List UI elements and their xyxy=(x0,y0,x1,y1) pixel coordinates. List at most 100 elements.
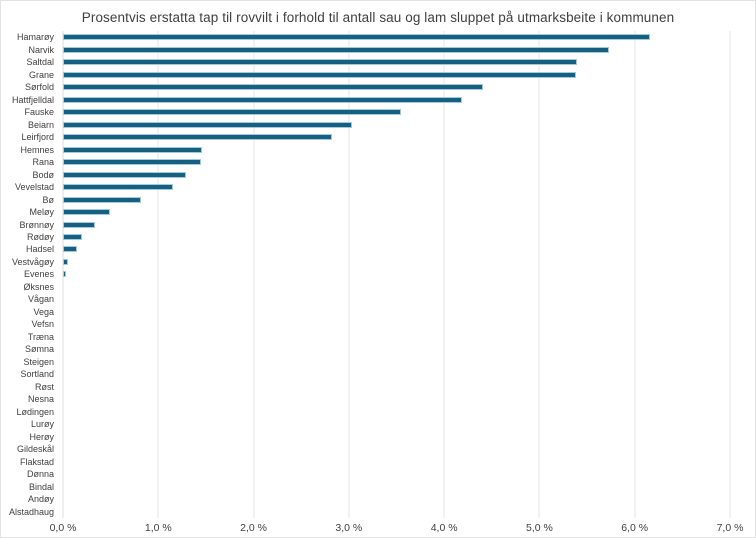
bar-row xyxy=(63,118,730,130)
bar-row xyxy=(63,356,730,368)
category-label: Vega xyxy=(33,306,54,317)
category-label: Leirfjord xyxy=(21,132,54,143)
category-label: Hemnes xyxy=(20,144,54,155)
bar-row xyxy=(63,68,730,80)
bar-row xyxy=(63,406,730,418)
bar-row xyxy=(63,455,730,467)
bar-row xyxy=(63,168,730,180)
category-label: Træna xyxy=(27,331,54,342)
bar-rows xyxy=(63,31,730,518)
bar-row xyxy=(63,156,730,168)
x-axis-tick-labels: 0,0 % 1,0 % 2,0 % 3,0 % 4,0 % 5,0 % 6,0 % 7,0 % xyxy=(50,520,744,536)
x-tick-label: 5,0 % xyxy=(525,522,553,534)
bar xyxy=(63,209,110,216)
category-label: Bindal xyxy=(28,481,54,492)
bar xyxy=(63,109,402,116)
bar-row xyxy=(63,331,730,343)
gridline xyxy=(538,31,540,518)
category-label: Beiarn xyxy=(27,119,54,130)
category-label: Saltdal xyxy=(26,57,54,68)
bar-row xyxy=(63,256,730,268)
bar-row xyxy=(63,381,730,393)
category-label: Bø xyxy=(42,194,54,205)
category-label: Hadsel xyxy=(25,244,54,255)
category-label: Hamarøy xyxy=(16,32,54,43)
x-tick-label: 2,0 % xyxy=(240,522,267,534)
gridline xyxy=(729,31,731,518)
plot-area xyxy=(62,31,731,518)
bar xyxy=(63,246,78,253)
category-label: Dønna xyxy=(26,469,54,480)
category-label: Vevelstad xyxy=(14,182,54,193)
bar-row xyxy=(63,318,730,330)
bar-row xyxy=(63,293,730,305)
gridline xyxy=(253,31,255,518)
gridline xyxy=(634,31,636,518)
bar xyxy=(63,221,96,228)
x-tick-label: 0,0 % xyxy=(49,522,77,534)
bar xyxy=(63,96,463,103)
bar xyxy=(63,271,66,278)
bar xyxy=(63,84,484,91)
bar-row xyxy=(63,193,730,205)
category-label: Brønnøy xyxy=(19,219,54,230)
category-label: Fauske xyxy=(24,107,54,118)
category-label: Lødingen xyxy=(16,406,54,417)
category-label: Hattfjelldal xyxy=(11,94,54,105)
x-tick-label: 7,0 % xyxy=(716,522,744,534)
bar-row xyxy=(63,343,730,355)
bar xyxy=(63,184,173,191)
bar xyxy=(63,171,186,178)
bar-row xyxy=(63,306,730,318)
category-label: Andøy xyxy=(27,494,54,505)
y-axis-labels: Hamarøy Narvik Saltdal Grane Sørfold Hattfjel… xyxy=(1,31,59,518)
x-tick-label: 6,0 % xyxy=(621,522,649,534)
gridline xyxy=(157,31,159,518)
bar xyxy=(63,159,202,166)
category-label: Lurøy xyxy=(30,419,54,430)
bar-row xyxy=(63,131,730,143)
bar-row xyxy=(63,418,730,430)
category-label: Flakstad xyxy=(19,456,54,467)
bar-row xyxy=(63,393,730,405)
bar-row xyxy=(63,493,730,505)
category-label: Steigen xyxy=(23,356,54,367)
category-label: Vågan xyxy=(27,294,54,305)
bar-row xyxy=(63,268,730,280)
bar xyxy=(63,46,609,53)
bar xyxy=(63,71,576,78)
x-tick-label: 1,0 % xyxy=(144,522,172,534)
x-tick-label: 4,0 % xyxy=(430,522,458,534)
bar-row xyxy=(63,93,730,105)
bar-row xyxy=(63,43,730,55)
bar-row xyxy=(63,106,730,118)
category-label: Herøy xyxy=(29,431,55,442)
bar-row xyxy=(63,231,730,243)
bar-row xyxy=(63,181,730,193)
category-label: Røst xyxy=(35,381,54,392)
category-label: Vestvågøy xyxy=(11,256,54,267)
bar xyxy=(63,134,332,141)
x-tick-label: 3,0 % xyxy=(335,522,363,534)
bar-row xyxy=(63,443,730,455)
bar-row xyxy=(63,368,730,380)
bar-row xyxy=(63,143,730,155)
category-label: Meløy xyxy=(29,207,55,218)
chart-title: Prosentvis erstatta tap til rovvilt i fo… xyxy=(81,10,675,25)
gridline xyxy=(348,31,350,518)
category-label: Sømna xyxy=(24,344,54,355)
category-label: Evenes xyxy=(23,269,54,280)
category-label: Grane xyxy=(28,69,54,80)
bar-row xyxy=(63,505,730,517)
bar xyxy=(63,121,352,128)
bar-row xyxy=(63,468,730,480)
bar-row xyxy=(63,206,730,218)
bar xyxy=(63,258,68,265)
bar xyxy=(63,34,650,41)
category-label: Øksnes xyxy=(23,281,54,292)
bar xyxy=(63,233,83,240)
category-label: Sørfold xyxy=(24,82,54,93)
category-label: Sortland xyxy=(20,369,54,380)
category-label: Narvik xyxy=(28,44,54,55)
